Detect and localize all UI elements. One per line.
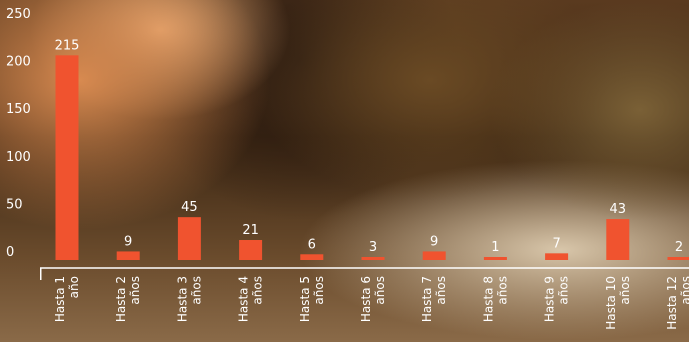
data-label: 9 — [430, 234, 438, 249]
y-tick-label: 250 — [6, 7, 31, 22]
data-label: 9 — [124, 234, 132, 249]
data-label: 3 — [369, 240, 377, 255]
data-label: 2 — [675, 240, 683, 255]
bar — [239, 240, 263, 260]
x-category-label: años — [251, 276, 265, 305]
data-label: 21 — [242, 223, 259, 238]
data-label: 45 — [181, 200, 198, 215]
x-category-label: años — [434, 276, 448, 305]
bar — [667, 257, 689, 260]
bar — [483, 257, 507, 260]
x-category-label: Hasta 2 — [114, 276, 128, 322]
x-category-label: año — [67, 276, 81, 298]
data-label: 1 — [491, 240, 499, 255]
y-tick-label: 200 — [6, 55, 31, 70]
x-category-label: Hasta 12 — [665, 276, 679, 330]
x-category-label: Hasta 3 — [175, 276, 189, 322]
data-label: 7 — [552, 236, 560, 251]
x-category-label: Hasta 4 — [237, 276, 251, 322]
x-category-label: Hasta 7 — [420, 276, 434, 322]
data-label: 6 — [308, 237, 316, 252]
bar — [300, 254, 324, 260]
x-category-label: años — [312, 276, 326, 305]
x-category-label: Hasta 10 — [604, 276, 618, 330]
y-tick-label: 150 — [6, 102, 31, 117]
x-category-label: años — [557, 276, 571, 305]
x-category-label: años — [373, 276, 387, 305]
data-label: 215 — [55, 38, 80, 53]
y-tick-label: 100 — [6, 150, 31, 165]
bar — [422, 251, 446, 260]
bar — [177, 217, 201, 260]
x-category-label: años — [495, 276, 509, 305]
x-category-label: años — [189, 276, 203, 305]
bar — [606, 219, 630, 260]
x-category-label: años — [128, 276, 142, 305]
y-tick-label: 50 — [6, 197, 23, 212]
x-category-label: Hasta 1 — [53, 276, 67, 322]
bar — [55, 55, 79, 260]
bar — [545, 253, 569, 260]
y-tick-label: 0 — [6, 245, 14, 260]
bar — [361, 257, 385, 260]
x-category-label: años — [679, 276, 689, 305]
x-category-label: Hasta 8 — [481, 276, 495, 322]
x-category-label: Hasta 9 — [543, 276, 557, 322]
x-category-label: años — [618, 276, 632, 305]
data-label: 43 — [610, 202, 627, 217]
x-category-label: Hasta 5 — [298, 276, 312, 322]
x-category-label: Hasta 6 — [359, 276, 373, 322]
bar — [116, 251, 140, 260]
